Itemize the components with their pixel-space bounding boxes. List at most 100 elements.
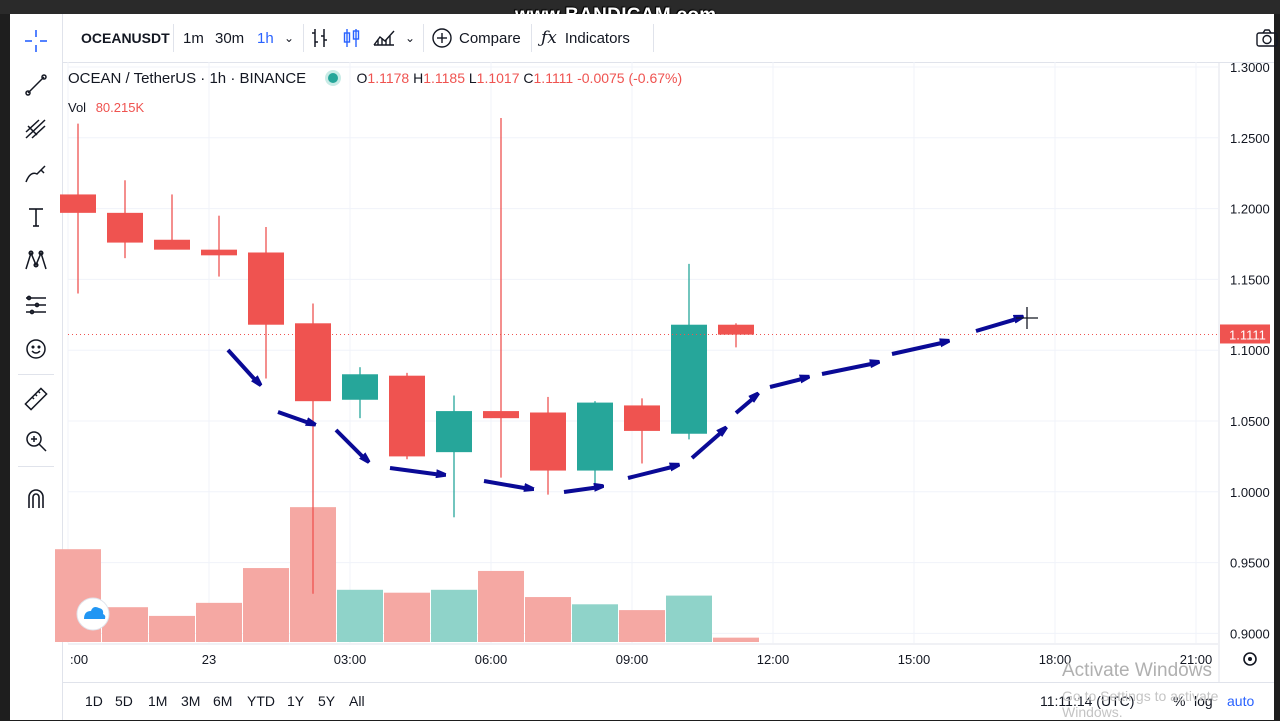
- candle-body: [389, 375, 425, 457]
- annotation-arrow: [563, 487, 600, 494]
- candle-body: [577, 402, 613, 471]
- trend-line-icon[interactable]: [21, 70, 51, 100]
- series-legend: OCEAN / TetherUS · 1h · BINANCE O1.1178 …: [68, 70, 683, 87]
- auto-toggle[interactable]: auto: [1227, 693, 1255, 709]
- candle-body: [342, 374, 378, 400]
- compare-label: Compare: [459, 29, 521, 47]
- volume-label: Vol: [68, 100, 87, 115]
- tradingview-logo-icon: [84, 607, 106, 619]
- annotation-arrow: [769, 378, 806, 389]
- volume-legend: Vol 80.215K: [68, 100, 144, 115]
- legend-low: 1.1017: [476, 70, 520, 86]
- magnet-icon[interactable]: [21, 484, 51, 514]
- annotation-arrow: [277, 410, 312, 424]
- last-price-badge: [1220, 324, 1270, 344]
- price-tick-label: 1.2500: [1230, 131, 1270, 146]
- compare-button[interactable]: Compare: [431, 24, 521, 52]
- annotation-arrow: [821, 363, 876, 376]
- drawing-toolbar: [10, 14, 63, 720]
- activate-windows-title: Activate Windows: [1062, 660, 1212, 681]
- range-1d[interactable]: 1D: [85, 693, 103, 709]
- legend-interval: 1h: [209, 70, 227, 87]
- volume-bar: [102, 607, 148, 642]
- annotation-arrow: [389, 466, 442, 475]
- annotation-arrow: [975, 318, 1020, 333]
- volume-bar: [431, 589, 477, 642]
- time-tick-label: 21:00: [1180, 652, 1213, 667]
- price-tick-label: 1.3000: [1230, 60, 1270, 75]
- time-tick-label: :00: [70, 652, 88, 667]
- range-all[interactable]: All: [349, 693, 365, 709]
- volume-value: 80.215K: [95, 100, 145, 115]
- text-tool-icon[interactable]: [21, 202, 51, 232]
- ruler-icon[interactable]: [21, 384, 51, 414]
- range-6m[interactable]: 6M: [213, 693, 233, 709]
- range-1y[interactable]: 1Y: [287, 693, 305, 709]
- annotation-arrow: [690, 430, 724, 460]
- candle-body: [154, 239, 190, 250]
- volume-bar: [713, 637, 759, 642]
- legend-change: -0.0075 (-0.67%): [577, 70, 683, 86]
- candle-body: [60, 194, 96, 213]
- toolbar-divider: [303, 24, 304, 52]
- tool-divider: [18, 466, 54, 467]
- interval-1m[interactable]: 1m: [183, 29, 204, 47]
- candle-body: [436, 411, 472, 453]
- trading-app: OCEANUSDT 1m 30m 1h ⌄ ⌄ Compare ƒx Indic…: [10, 14, 1278, 720]
- camera-icon[interactable]: [1255, 24, 1279, 52]
- top-toolbar: OCEANUSDT 1m 30m 1h ⌄ ⌄ Compare ƒx Indic…: [63, 14, 1278, 63]
- range-5d[interactable]: 5D: [115, 693, 133, 709]
- annotation-arrow: [334, 428, 366, 460]
- percent-toggle[interactable]: %: [1173, 693, 1186, 709]
- area-style-icon[interactable]: [372, 24, 396, 52]
- utc-clock[interactable]: 11:11:14 (UTC): [1040, 693, 1135, 709]
- toolbar-divider: [531, 24, 532, 52]
- range-ytd[interactable]: YTD: [247, 693, 275, 709]
- brush-icon[interactable]: [21, 158, 51, 188]
- time-tick-label: 12:00: [757, 652, 790, 667]
- price-tick-label: 0.9500: [1230, 556, 1270, 571]
- log-toggle[interactable]: log: [1194, 693, 1213, 709]
- price-tick-label: 1.2000: [1230, 202, 1270, 217]
- candles-style-icon[interactable]: [342, 24, 362, 52]
- forecast-icon[interactable]: [21, 290, 51, 320]
- range-1m[interactable]: 1M: [148, 693, 168, 709]
- market-status-dot: [328, 73, 339, 83]
- candle-body: [201, 249, 237, 256]
- price-tick-label: 0.9000: [1230, 626, 1270, 641]
- interval-1h[interactable]: 1h: [257, 29, 274, 47]
- chevron-down-icon[interactable]: ⌄: [284, 31, 295, 45]
- legend-high: 1.1185: [423, 70, 465, 86]
- chevron-down-icon[interactable]: ⌄: [405, 31, 416, 45]
- pattern-icon[interactable]: [21, 246, 51, 276]
- legend-exchange: BINANCE: [239, 70, 307, 87]
- screen-recorder-bar: [0, 0, 1280, 14]
- volume-bar: [619, 610, 665, 642]
- volume-bar: [478, 570, 524, 642]
- range-3m[interactable]: 3M: [181, 693, 201, 709]
- price-tick-label: 1.1500: [1230, 272, 1270, 287]
- interval-30m[interactable]: 30m: [215, 29, 245, 47]
- zoom-in-icon[interactable]: [21, 426, 51, 456]
- activate-windows-subtitle: Go to Settings to activate Windows.: [1062, 688, 1219, 720]
- time-tick-label: 15:00: [898, 652, 931, 667]
- toolbar-divider: [653, 24, 654, 52]
- volume-bar: [196, 602, 242, 642]
- price-tick-label: 1.0000: [1230, 485, 1270, 500]
- volume-bar: [666, 595, 712, 642]
- indicators-button[interactable]: ƒx Indicators: [541, 24, 630, 52]
- volume-bar: [572, 604, 618, 642]
- bars-style-icon[interactable]: [310, 24, 330, 52]
- annotation-arrow: [891, 342, 946, 356]
- candle-body: [530, 412, 566, 471]
- range-5y[interactable]: 5Y: [318, 693, 336, 709]
- pitchfork-icon[interactable]: [21, 114, 51, 144]
- emoji-icon[interactable]: [21, 334, 51, 364]
- symbol-search[interactable]: OCEANUSDT: [81, 30, 170, 46]
- candle-body: [624, 405, 660, 431]
- time-tick-label: 18:00: [1039, 652, 1072, 667]
- crosshair-icon[interactable]: [21, 26, 51, 56]
- annotation-arrow: [627, 466, 676, 480]
- gear-icon: [1248, 657, 1252, 661]
